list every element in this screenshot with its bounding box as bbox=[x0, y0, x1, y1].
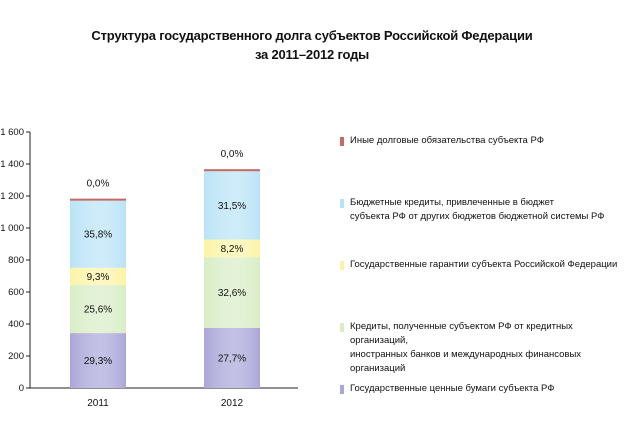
data-label: 32,6% bbox=[218, 288, 246, 299]
y-tick-label: 800 bbox=[8, 255, 24, 266]
y-tick-label: 0 bbox=[19, 383, 24, 394]
chart-title-line2: за 2011–2012 годы bbox=[254, 47, 370, 62]
bar-segment-shine bbox=[204, 239, 260, 258]
data-label: 9,3% bbox=[87, 272, 110, 283]
bar-segment-shine bbox=[204, 171, 260, 240]
x-tick-label: 2011 bbox=[87, 398, 109, 409]
y-tick-label: 400 bbox=[8, 319, 24, 330]
bar-segment-shine bbox=[204, 327, 260, 388]
y-tick-label: 1 600 bbox=[0, 127, 24, 138]
y-tick-label: 1 400 bbox=[0, 159, 24, 170]
legend-swatch-other-obligations bbox=[340, 137, 344, 146]
data-label: 0,0% bbox=[87, 179, 110, 190]
bar-segment-shine bbox=[204, 257, 260, 328]
bar-segment bbox=[204, 169, 260, 172]
bar-segment-shine bbox=[70, 267, 126, 286]
x-tick-label: 2012 bbox=[221, 398, 244, 409]
data-label: 8,2% bbox=[221, 244, 244, 255]
data-label: 31,5% bbox=[218, 201, 246, 212]
legend-swatch-securities bbox=[340, 385, 344, 394]
legend-label-securities: Государственные ценные бумаги субъекта Р… bbox=[350, 383, 555, 394]
legend-swatch-state-guarantees bbox=[340, 261, 344, 270]
legend-label-other-obligations: Иные долговые обязательства субъекта РФ bbox=[350, 135, 544, 146]
legend-swatch-bank-credits bbox=[340, 323, 344, 332]
data-label: 29,3% bbox=[84, 356, 112, 367]
legend-swatch-budget-credits bbox=[340, 199, 344, 208]
legend-label-state-guarantees: Государственные гарантии субъекта Россий… bbox=[350, 259, 618, 270]
legend-label-bank-credits: Кредиты, полученные субъектом РФ от кред… bbox=[350, 321, 582, 374]
chart-title: Структура государственного долга субъект… bbox=[0, 26, 624, 64]
bar-segment-shine bbox=[70, 333, 126, 388]
bar-segment-shine bbox=[70, 285, 126, 334]
y-tick-label: 1 000 bbox=[0, 223, 24, 234]
chart-title-line1: Структура государственного долга субъект… bbox=[91, 28, 533, 43]
data-label: 27,7% bbox=[218, 353, 246, 364]
bar-segment-shine bbox=[70, 200, 126, 268]
bar-segment bbox=[70, 198, 126, 201]
y-tick-label: 600 bbox=[8, 287, 24, 298]
legend-label-budget-credits: Бюджетные кредиты, привлеченные в бюджет… bbox=[350, 197, 605, 222]
y-tick-label: 1 200 bbox=[0, 191, 24, 202]
y-tick-label: 200 bbox=[8, 351, 24, 362]
data-label: 0,0% bbox=[221, 149, 244, 160]
data-label: 35,8% bbox=[84, 230, 112, 241]
data-label: 25,6% bbox=[84, 305, 112, 316]
